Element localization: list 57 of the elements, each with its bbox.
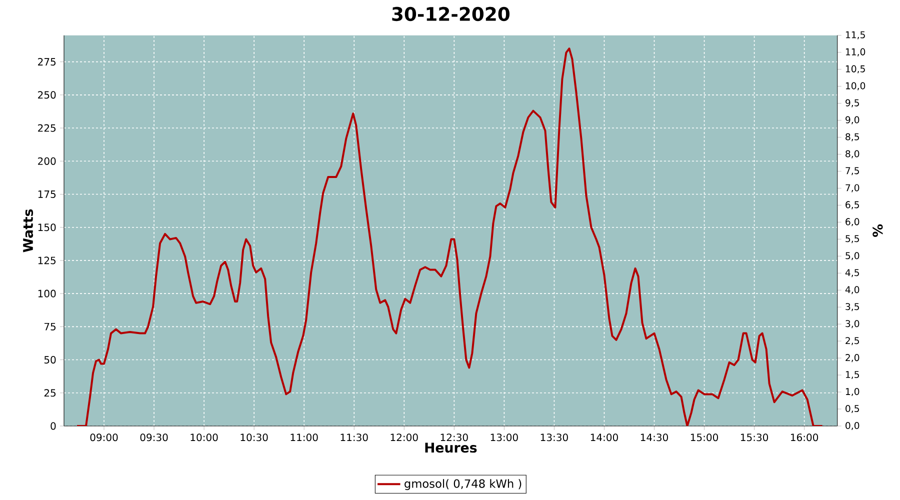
x-tick-label: 13:00 (490, 434, 518, 442)
x-tick-label: 12:00 (390, 434, 418, 442)
y-tick-label: 50 (44, 356, 56, 364)
x-tick-label: 09:00 (90, 434, 118, 442)
x-tick-label: 13:30 (540, 434, 568, 442)
y2-tick-label: 8,5 (846, 133, 859, 142)
x-tick-label: 09:30 (140, 434, 168, 442)
y2-tick-label: 7,0 (846, 184, 860, 192)
y-tick-label: 150 (38, 224, 56, 232)
y2-tick-label: 2,5 (846, 337, 859, 346)
y-tick-label: 75 (44, 322, 56, 330)
x-axis-title: Heures (425, 442, 477, 453)
x-tick-label: 14:30 (640, 434, 668, 442)
y-tick-label: 200 (38, 157, 56, 165)
y-tick-label: 175 (38, 190, 56, 198)
x-tick-label: 15:30 (741, 434, 768, 442)
y2-tick-label: 4,5 (845, 269, 859, 278)
y-tick-label: 0 (50, 422, 56, 430)
x-tick-label: 14:00 (590, 434, 618, 442)
legend-label: gmosol( 0,748 kWh ) (404, 479, 522, 490)
y2-tick-label: 10,5 (846, 65, 865, 74)
y-tick-label: 100 (38, 290, 56, 298)
y2-tick-label: 10,0 (846, 82, 866, 90)
y2-axis-title: % (872, 224, 883, 237)
y2-tick-label: 1,0 (846, 388, 860, 396)
x-tick-label: 12:30 (440, 434, 468, 442)
chart-title: 30-12-2020 (392, 6, 510, 22)
y2-tick-label: 9,0 (846, 116, 860, 124)
y2-tick-label: 11,0 (846, 48, 866, 56)
y2-tick-label: 5,5 (846, 235, 859, 244)
y2-tick-label: 8,0 (846, 150, 860, 158)
y-tick-label: 225 (38, 124, 56, 132)
y2-tick-label: 1,5 (846, 371, 859, 379)
x-tick-label: 11:00 (290, 434, 318, 442)
y2-tick-label: 11,5 (846, 31, 865, 40)
x-tick-label: 10:30 (240, 434, 268, 442)
x-tick-label: 15:00 (690, 434, 718, 442)
y2-tick-label: 2,0 (846, 354, 860, 362)
x-tick-label: 16:00 (791, 434, 818, 442)
line-series (76, 48, 824, 426)
y2-tick-label: 9,5 (846, 99, 859, 108)
y2-tick-label: 0,0 (846, 422, 860, 430)
y2-tick-label: 5,0 (846, 252, 860, 260)
y2-tick-label: 3,0 (846, 320, 860, 328)
y2-tick-label: 3,5 (846, 303, 859, 312)
y2-tick-label: 6,0 (846, 218, 860, 226)
y-tick-label: 125 (38, 256, 56, 264)
y2-tick-label: 0,5 (846, 405, 859, 414)
x-tick-label: 10:00 (190, 434, 218, 442)
y-tick-label: 275 (38, 58, 56, 66)
y-tick-label: 25 (44, 389, 56, 397)
y-tick-label: 250 (38, 91, 56, 99)
y2-tick-label: 6,5 (846, 201, 859, 210)
y-axis-title: Watts (23, 209, 34, 252)
y2-tick-label: 7,5 (846, 167, 859, 176)
x-tick-label: 11:30 (340, 434, 368, 442)
y2-tick-label: 4,0 (845, 286, 860, 294)
